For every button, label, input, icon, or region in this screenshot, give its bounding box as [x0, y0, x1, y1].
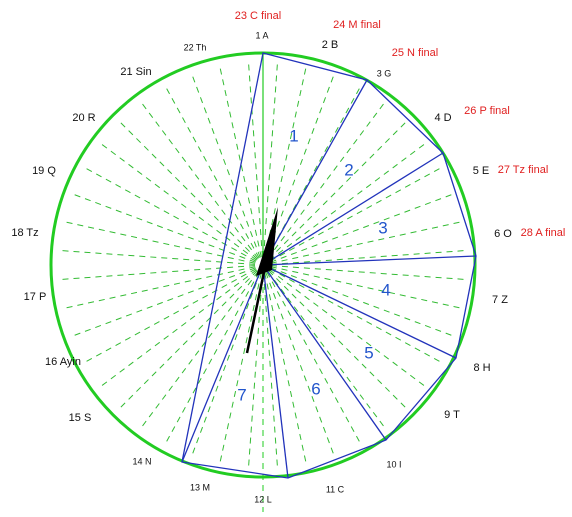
spoke: [139, 100, 259, 259]
letter-label: 20 R: [72, 112, 95, 124]
final-label: 26 P final: [464, 105, 510, 117]
spoke: [269, 269, 428, 389]
spoke: [139, 271, 259, 430]
letter-label: 8 H: [473, 362, 490, 374]
labels: 1 A 2 B 3 G 4 D 5 E 6 O 7 Z 8 H 9 T 10 I 11 C 12 L 1…: [11, 10, 565, 504]
letter-label: 15 S: [69, 412, 92, 424]
spoke: [82, 268, 257, 364]
sector-number: 5: [364, 343, 373, 362]
letter-label: 11 C: [326, 484, 345, 494]
spoke: [98, 269, 257, 389]
letter-label: 7 Z: [492, 294, 508, 306]
letter-label: 9 T: [444, 409, 460, 421]
sector-number: 4: [381, 280, 390, 299]
final-label: 27 Tz final: [498, 164, 549, 176]
spoke: [190, 72, 261, 258]
sector-number: 3: [378, 218, 387, 237]
sector-number: 2: [344, 160, 353, 179]
spoke: [58, 249, 256, 265]
letter-label: 6 O: [494, 228, 512, 240]
letter-label: 16 Ayin: [45, 356, 81, 368]
letter-label: 21 Sin: [120, 66, 151, 78]
letter-label: 2 B: [322, 39, 339, 51]
final-label: 23 C final: [235, 10, 281, 22]
letter-label: 4 D: [434, 112, 451, 124]
letter-label: 3 G: [377, 68, 392, 78]
final-label: 28 A final: [521, 227, 566, 239]
spoke: [267, 100, 387, 259]
letter-label: 18 Tz: [11, 227, 38, 239]
sector-number: 7: [237, 385, 246, 404]
final-label: 25 N final: [392, 47, 438, 59]
spoke: [82, 166, 257, 262]
spoke: [270, 265, 468, 281]
letter-label: 10 I: [386, 459, 401, 469]
letter-label: 12 L: [254, 494, 272, 504]
spoke: [265, 72, 336, 258]
letter-label: 22 Th: [184, 42, 207, 52]
spoke: [164, 271, 260, 446]
sector-number: 6: [311, 379, 320, 398]
spoke: [269, 268, 444, 364]
letter-label: 5 E: [473, 165, 490, 177]
spoke: [164, 84, 260, 259]
final-label: 24 M final: [333, 19, 381, 31]
sector-number: 1: [289, 126, 298, 145]
hand-long: [256, 207, 278, 276]
letter-label: 19 Q: [32, 165, 56, 177]
letter-label: 17 P: [24, 291, 47, 303]
spoke: [98, 141, 257, 261]
spoke: [269, 166, 444, 262]
polygon: [181, 52, 477, 479]
hand-short: [245, 271, 266, 354]
letter-label: 14 N: [132, 456, 151, 466]
spoke: [70, 267, 256, 338]
spoke: [270, 267, 456, 338]
letter-label: 13 M: [190, 482, 210, 492]
spoke: [265, 272, 336, 458]
spoke: [247, 272, 263, 470]
spoke: [58, 265, 256, 281]
letter-label: 1 A: [255, 30, 268, 40]
